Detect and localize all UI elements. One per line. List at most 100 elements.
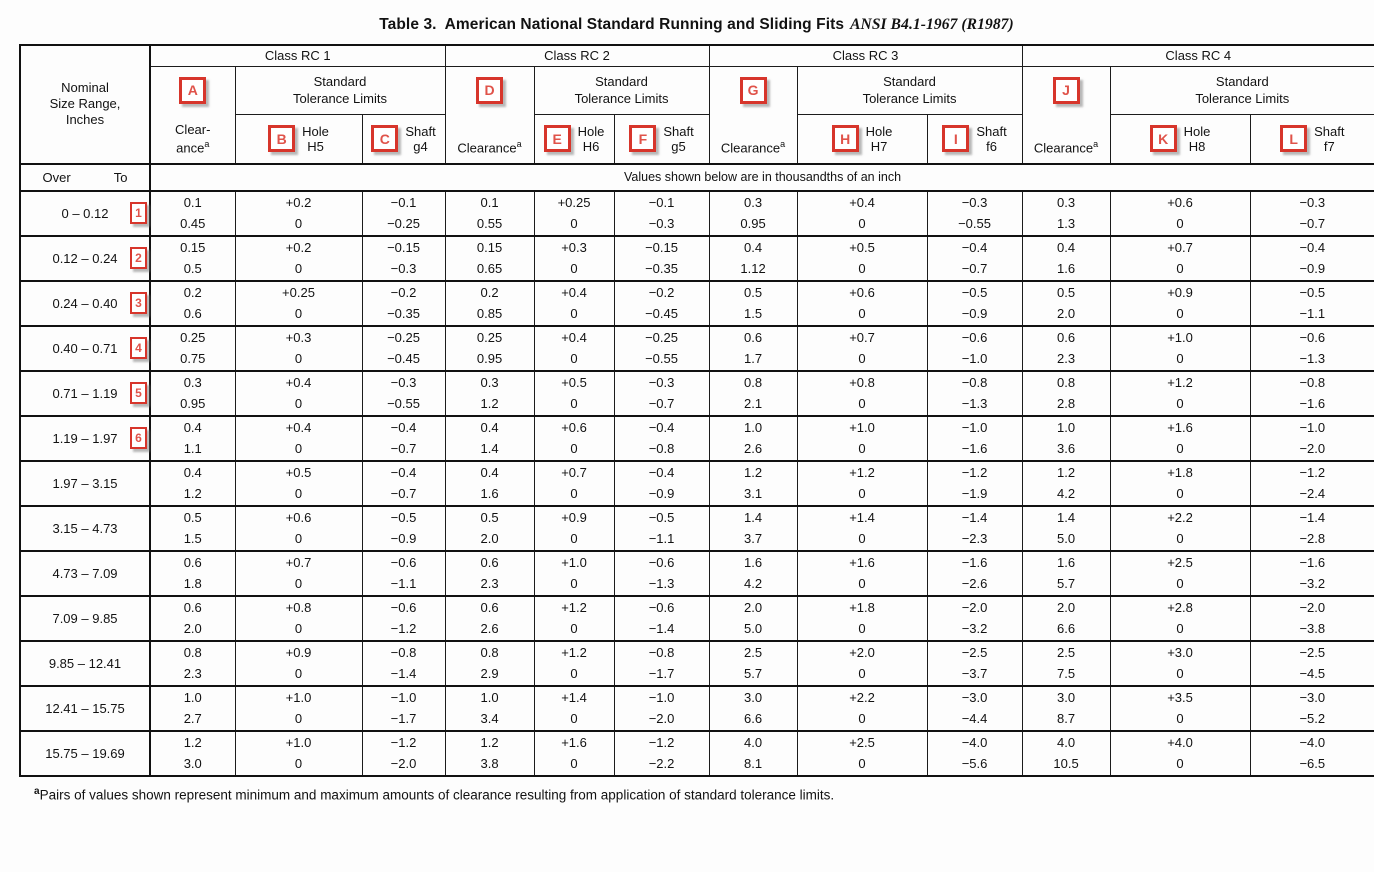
value-cell: −0.25 −0.45	[361, 324, 446, 371]
value-line: 0	[294, 216, 303, 231]
size-range-cell: 0.71 – 1.19 5	[19, 369, 151, 416]
value-line: 0	[858, 261, 866, 276]
value-line: −0.3	[1299, 195, 1326, 210]
table-number: Table 3.	[379, 16, 437, 33]
value-cell: +1.8 0	[796, 594, 928, 641]
value-line: −3.2	[961, 621, 988, 636]
value-cell: +1.8 0	[1109, 459, 1251, 506]
value-line: −3.0	[1299, 690, 1326, 705]
value-line: −0.4	[648, 420, 675, 435]
value-line: −1.6	[1299, 555, 1326, 570]
value-line: −0.6	[648, 600, 675, 615]
value-line: +0.25	[282, 285, 315, 300]
value-cell: 1.2 3.8	[444, 729, 535, 776]
value-cell: 1.0 2.6	[708, 414, 798, 461]
value-line: 0.25	[180, 330, 206, 345]
value-line: 0	[294, 486, 303, 501]
value-line: +1.8	[1167, 465, 1193, 480]
value-line: +0.6	[285, 510, 312, 525]
std-tolerance-header-rc1: Standard Tolerance Limits	[234, 65, 446, 116]
value-line: 3.6	[1056, 441, 1076, 456]
value-line: −2.0	[1299, 441, 1326, 456]
size-range-cell: 3.15 – 4.73	[19, 504, 151, 551]
value-line: +1.2	[1167, 375, 1193, 390]
class-rc2-header: Class RC 2	[444, 44, 710, 67]
value-cell: +0.2 0	[234, 189, 363, 236]
value-line: 0	[858, 486, 866, 501]
value-line: −6.5	[1299, 756, 1326, 771]
value-line: 0	[858, 306, 866, 321]
value-cell: +1.2 0	[533, 594, 615, 641]
table-row: 0.24 – 0.40 3 0.2 0.6 +0.25 0 −0.2 −0.35 0.2 0.85…	[19, 279, 1374, 326]
value-line: 0.8	[480, 645, 499, 660]
value-line: −1.2	[961, 465, 988, 480]
value-line: +1.6	[1167, 420, 1193, 435]
value-line: 1.2	[480, 735, 499, 750]
value-line: 0	[858, 711, 866, 726]
value-line: −0.7	[961, 261, 988, 276]
value-line: +0.9	[1167, 285, 1193, 300]
value-cell: 2.5 7.5	[1021, 639, 1111, 686]
annotation-marker-E: E	[543, 125, 571, 153]
value-cell: +0.6 0	[234, 504, 363, 551]
value-line: −0.7	[390, 441, 417, 456]
value-cell: 0.6 2.6	[444, 594, 535, 641]
value-cell: −1.2 −1.9	[926, 459, 1023, 506]
value-line: −0.3	[961, 195, 988, 210]
value-line: −1.2	[390, 735, 417, 750]
value-line: −1.1	[390, 576, 417, 591]
std-tolerance-header-rc4: Standard Tolerance Limits	[1109, 65, 1374, 116]
value-line: 2.3	[480, 576, 499, 591]
value-line: 0.4	[183, 465, 202, 480]
value-line: +0.4	[561, 285, 587, 300]
size-range: 1.97 – 3.15	[52, 475, 118, 491]
value-line: 0.85	[476, 306, 503, 321]
value-line: 2.8	[1056, 396, 1076, 411]
size-range-cell: 0.12 – 0.24 2	[19, 234, 151, 281]
size-range: 0.12 – 0.24	[52, 250, 118, 266]
value-line: 0.6	[183, 306, 202, 321]
value-cell: −0.5 −1.1	[613, 504, 710, 551]
value-line: 0.4	[183, 420, 202, 435]
value-line: 0.1	[480, 195, 499, 210]
value-line: −1.4	[961, 510, 988, 525]
shaft-label: Shaft f7	[1314, 123, 1345, 154]
size-range: 0.40 – 0.71	[52, 340, 118, 356]
value-line: 0	[858, 216, 866, 231]
value-cell: +0.2 0	[234, 234, 363, 281]
clearance-header-rc3: G Clearancea	[708, 65, 798, 164]
value-line: 2.5	[1056, 645, 1076, 660]
value-line: 0	[858, 531, 866, 546]
value-line: −2.5	[1299, 645, 1326, 660]
size-range-cell: 12.41 – 15.75	[19, 684, 151, 731]
table-row: 1.97 – 3.15 0.4 1.2 +0.5 0 −0.4 −0.7 0.4 1.6 +0.7…	[19, 459, 1374, 506]
value-cell: +0.7 0	[796, 324, 928, 371]
value-line: −1.3	[1299, 351, 1326, 366]
standard-reference: ANSI B4.1-1967 (R1987)	[850, 16, 1014, 33]
clearance-header-rc4: J Clearancea	[1021, 65, 1111, 164]
value-line: 2.0	[1056, 600, 1076, 615]
value-line: −2.2	[648, 756, 675, 771]
value-cell: +2.2 0	[796, 684, 928, 731]
over-to-header: Over To	[19, 162, 151, 192]
value-cell: +1.4 0	[796, 504, 928, 551]
value-line: 2.0	[1056, 306, 1076, 321]
value-line: 4.0	[743, 735, 763, 750]
value-line: −0.6	[648, 555, 675, 570]
value-cell: 0.4 1.4	[444, 414, 535, 461]
value-line: −0.3	[648, 216, 675, 231]
std-tolerance-header-rc3: Standard Tolerance Limits	[796, 65, 1023, 116]
value-line: 0.6	[183, 555, 202, 570]
value-line: −0.55	[387, 396, 420, 411]
value-line: 0.6	[480, 555, 499, 570]
value-line: +1.4	[561, 690, 587, 705]
value-cell: 0.4 1.1	[149, 414, 236, 461]
value-cell: +1.0 0	[533, 549, 615, 596]
value-line: −0.4	[961, 240, 988, 255]
annotation-marker-6: 6	[130, 427, 147, 449]
size-range-cell: 0.24 – 0.40 3	[19, 279, 151, 326]
value-cell: 0.4 1.12	[708, 234, 798, 281]
value-line: 0	[570, 756, 578, 771]
value-line: +1.0	[285, 735, 312, 750]
value-line: −1.4	[1299, 510, 1326, 525]
